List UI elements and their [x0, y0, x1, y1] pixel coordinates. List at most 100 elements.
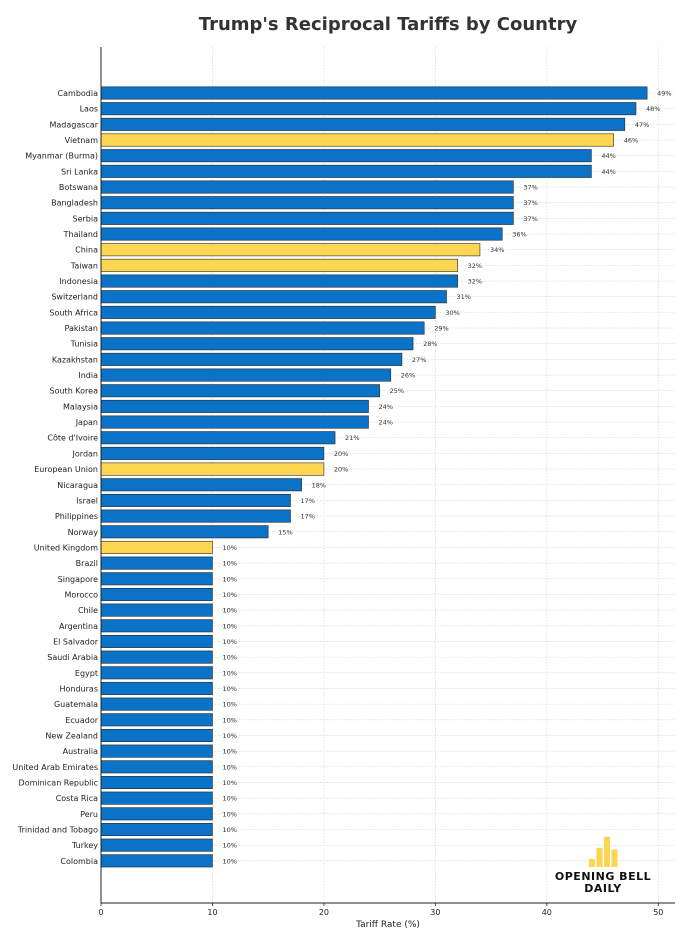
value-label: 10% [222, 763, 236, 771]
value-label: 25% [390, 387, 404, 395]
x-tick-label: 40 [542, 908, 552, 917]
y-tick-label: Singapore [58, 575, 98, 584]
bar-ecuador [100, 713, 213, 727]
bar-china [100, 243, 481, 257]
y-tick-label: Tunisia [70, 340, 98, 349]
bar-japan [100, 415, 369, 429]
bar-botswana [100, 180, 514, 194]
x-tick-label: 50 [653, 908, 663, 917]
opening-bell-daily-logo: OPENING BELL DAILY [548, 833, 658, 895]
y-tick-label: Chile [78, 606, 98, 615]
bar-colombia [100, 854, 213, 868]
bar-sri-lanka [100, 164, 592, 178]
bar-c-te-d-ivoire [100, 431, 336, 445]
bar-south-korea [100, 384, 380, 398]
y-tick-label: Cambodia [58, 89, 99, 98]
bars [100, 86, 648, 868]
y-tick-label: Peru [80, 810, 98, 819]
chart-title: Trump's Reciprocal Tariffs by Country [198, 14, 578, 35]
value-label: 37% [523, 199, 537, 207]
value-label: 10% [222, 575, 236, 583]
bar-turkey [100, 838, 213, 852]
y-tick-label: Laos [80, 105, 98, 114]
y-tick-label: Sri Lanka [61, 167, 98, 176]
value-label: 17% [300, 513, 314, 521]
axes: 0 10 20 30 40 50 [98, 47, 675, 917]
gridlines [100, 47, 675, 903]
bar-trinidad-and-tobago [100, 822, 213, 836]
value-label: 10% [222, 654, 236, 662]
bar-philippines [100, 509, 291, 523]
y-tick-label: Australia [63, 747, 98, 756]
bar-costa-rica [100, 791, 213, 805]
bar-chile [100, 603, 213, 617]
y-tick-label: Thailand [63, 230, 98, 239]
value-label: 44% [601, 168, 615, 176]
value-label: 10% [222, 544, 236, 552]
value-label: 10% [222, 638, 236, 646]
value-label: 10% [222, 591, 236, 599]
bar-argentina [100, 619, 213, 633]
bar-morocco [100, 587, 213, 601]
bar-bangladesh [100, 196, 514, 210]
logo-text: OPENING BELL DAILY [554, 870, 652, 895]
y-tick-label: Madagascar [49, 120, 98, 129]
value-label: 10% [222, 795, 236, 803]
y-tick-label: Malaysia [63, 402, 98, 411]
bar-european-union [100, 462, 325, 476]
value-label: 34% [490, 246, 504, 254]
y-tick-label: Nicaragua [57, 481, 98, 490]
value-label: 21% [345, 434, 359, 442]
bar-norway [100, 525, 269, 539]
value-label: 26% [401, 372, 415, 380]
value-label: 10% [222, 810, 236, 818]
bar-saudi-arabia [100, 650, 213, 664]
value-label: 10% [222, 857, 236, 865]
bar-nicaragua [100, 478, 302, 492]
y-tick-label: Taiwan [70, 261, 98, 270]
bar-israel [100, 493, 291, 507]
value-label: 37% [523, 184, 537, 192]
y-tick-label: Colombia [60, 857, 98, 866]
y-tick-label: Trinidad and Tobago [17, 825, 98, 834]
value-label: 28% [423, 340, 437, 348]
bar-dominican-republic [100, 775, 213, 789]
value-label: 10% [222, 716, 236, 724]
y-tick-label: Honduras [60, 684, 99, 693]
value-label: 27% [412, 356, 426, 364]
x-tick-label: 10 [207, 908, 217, 917]
bar-myanmar-burma [100, 149, 592, 163]
y-tick-label: Myanmar (Burma) [25, 152, 98, 161]
value-label: 10% [222, 701, 236, 709]
value-label: 44% [601, 152, 615, 160]
logo-bar [604, 836, 610, 867]
bar-thailand [100, 227, 503, 241]
value-labels: 49% 48% 47% 46% 44% 44% 37% 37% 37% 36% 34% 32% 32% 3… [222, 90, 671, 866]
category-labels: Cambodia Laos Madagascar Vietnam Myanmar (Bu… [12, 89, 98, 866]
bar-laos [100, 102, 637, 116]
value-label: 10% [222, 622, 236, 630]
y-tick-label: Brazil [76, 559, 98, 568]
value-label: 15% [278, 528, 292, 536]
value-label: 10% [222, 607, 236, 615]
y-tick-label: Kazakhstan [52, 355, 98, 364]
value-label: 17% [300, 497, 314, 505]
y-tick-label: Philippines [55, 512, 98, 521]
y-tick-label: South Korea [50, 387, 99, 396]
value-label: 10% [222, 779, 236, 787]
y-tick-label: Norway [68, 528, 99, 537]
bar-kazakhstan [100, 352, 403, 366]
value-label: 10% [222, 748, 236, 756]
y-tick-label: Turkey [71, 841, 98, 850]
value-label: 24% [378, 403, 392, 411]
bar-united-arab-emirates [100, 760, 213, 774]
value-label: 49% [657, 90, 671, 98]
bar-serbia [100, 211, 514, 225]
value-label: 24% [378, 419, 392, 427]
bar-peru [100, 807, 213, 821]
logo-bar [611, 849, 618, 867]
value-label: 32% [468, 278, 482, 286]
bar-south-africa [100, 305, 436, 319]
bar-cambodia [100, 86, 648, 100]
bar-singapore [100, 572, 213, 586]
